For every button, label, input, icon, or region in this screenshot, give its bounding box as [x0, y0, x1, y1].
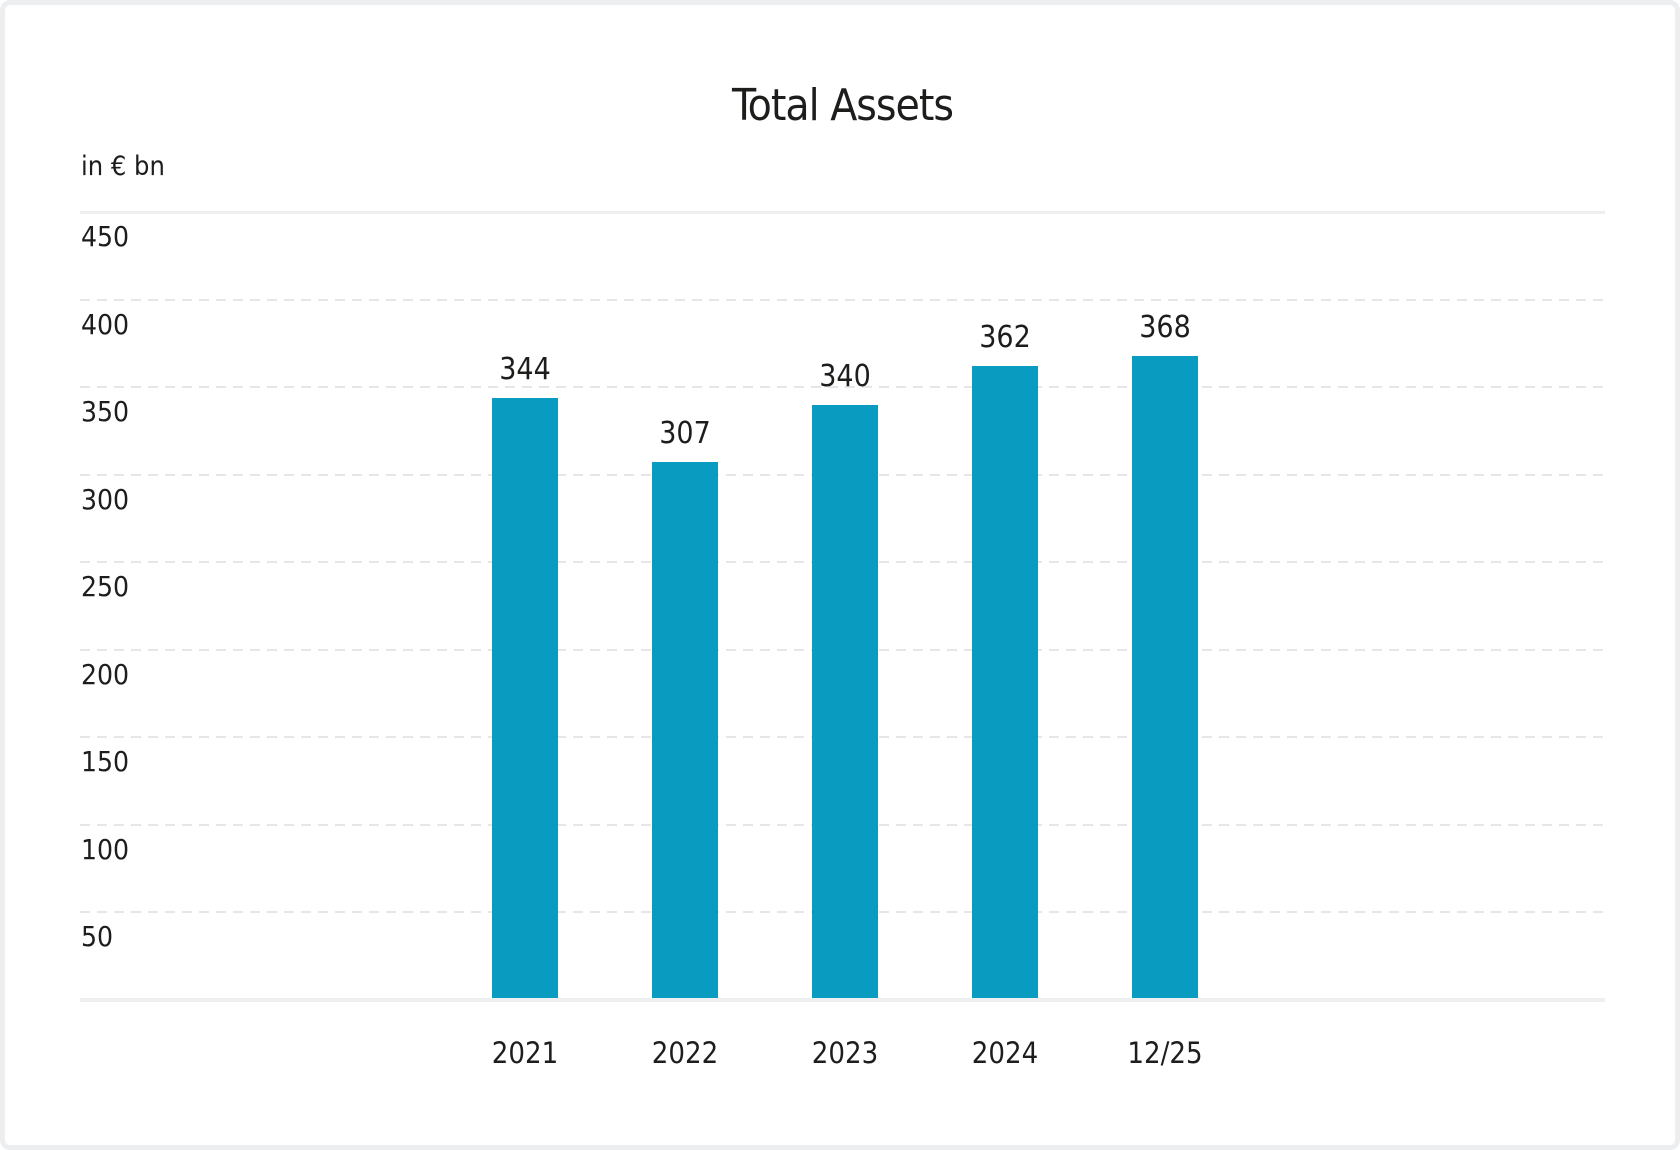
bar-2022 — [652, 462, 718, 998]
x-tick-label: 12/25 — [1127, 1036, 1203, 1070]
x-tick-label: 2022 — [651, 1036, 719, 1070]
bar-value-label: 344 — [499, 352, 551, 387]
gridline — [80, 386, 1605, 388]
y-tick-label: 50 — [81, 920, 114, 953]
chart-title: Total Assets — [731, 80, 954, 131]
bar-value-label: 307 — [659, 416, 711, 451]
y-tick-label: 350 — [81, 395, 130, 428]
bar-2024 — [972, 366, 1038, 998]
y-tick-label: 100 — [81, 833, 130, 866]
unit-label: in € bn — [81, 151, 165, 182]
y-tick-label: 150 — [81, 745, 130, 778]
x-axis-line — [80, 998, 1605, 1002]
bar-2023 — [812, 405, 878, 998]
gridline — [80, 211, 1605, 214]
bar-12/25 — [1132, 356, 1198, 998]
y-tick-label: 400 — [81, 308, 130, 341]
y-tick-label: 300 — [81, 483, 130, 516]
gridline — [80, 299, 1605, 301]
plot-area: 450 400 350 300 250 200 150 100 50 344 2021 307 2022… — [5, 5, 1675, 1145]
x-tick-label: 2023 — [811, 1036, 879, 1070]
bar-value-label: 340 — [819, 359, 871, 394]
bar-2021 — [492, 398, 558, 998]
bar-value-label: 368 — [1139, 310, 1191, 345]
x-tick-label: 2021 — [491, 1036, 559, 1070]
x-tick-label: 2024 — [971, 1036, 1039, 1070]
y-tick-label: 250 — [81, 570, 130, 603]
y-tick-label: 200 — [81, 658, 130, 691]
bar-value-label: 362 — [979, 320, 1031, 355]
y-tick-label: 450 — [81, 220, 130, 253]
